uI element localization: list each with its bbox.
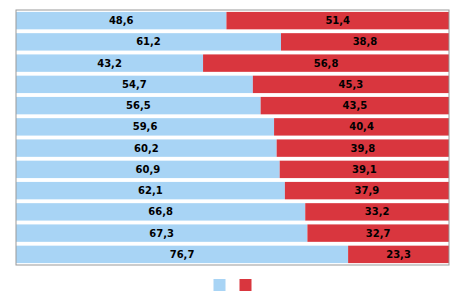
data-label: 39,1 — [352, 164, 377, 175]
bar-segment — [16, 97, 261, 114]
bar-segment — [261, 97, 449, 114]
data-label: 40,4 — [349, 121, 374, 132]
bar-segment — [285, 182, 449, 199]
legend — [214, 279, 252, 291]
data-label: 43,2 — [97, 58, 122, 69]
data-label: 56,5 — [126, 100, 151, 111]
data-label: 37,9 — [355, 185, 380, 196]
data-label: 23,3 — [386, 249, 411, 260]
plot-frame — [16, 10, 449, 265]
bar-segment — [16, 203, 305, 220]
chart-svg: 48,6 51,4 61,2 38,8 43,2 56,8 54,7 45,3 56,5 43,5… — [0, 0, 465, 301]
data-label: 39,8 — [350, 143, 375, 154]
data-labels: 48,6 51,4 61,2 38,8 43,2 56,8 54,7 45,3 56,5 43,5… — [97, 15, 411, 260]
bars — [16, 12, 449, 263]
data-label: 60,2 — [134, 143, 159, 154]
bar-segment — [16, 76, 253, 93]
data-label: 59,6 — [133, 121, 158, 132]
bar-segment — [280, 161, 449, 178]
bar-segment — [277, 139, 449, 156]
bar-segment — [274, 118, 449, 135]
data-label: 66,8 — [148, 206, 173, 217]
data-label: 45,3 — [339, 79, 364, 90]
bar-segment — [305, 203, 449, 220]
bar-segment — [307, 224, 449, 241]
data-label: 51,4 — [325, 15, 350, 26]
data-label: 38,8 — [353, 36, 378, 47]
data-label: 60,9 — [136, 164, 161, 175]
bar-segment — [203, 54, 449, 71]
data-label: 32,7 — [366, 228, 391, 239]
legend-swatch — [214, 279, 226, 291]
data-label: 56,8 — [314, 58, 339, 69]
data-label: 48,6 — [109, 15, 134, 26]
bar-segment — [16, 161, 280, 178]
bar-segment — [253, 76, 449, 93]
data-label: 33,2 — [365, 206, 390, 217]
data-label: 43,5 — [342, 100, 367, 111]
bar-segment — [16, 246, 348, 263]
bar-segment — [281, 33, 449, 50]
bar-segment — [16, 54, 203, 71]
bar-segment — [348, 246, 449, 263]
data-label: 61,2 — [136, 36, 161, 47]
bar-segment — [16, 33, 281, 50]
bar-segment — [16, 118, 274, 135]
bar-segment — [16, 182, 285, 199]
bar-segment — [16, 139, 277, 156]
data-label: 54,7 — [122, 79, 147, 90]
data-label: 76,7 — [170, 249, 195, 260]
chart-container: 48,6 51,4 61,2 38,8 43,2 56,8 54,7 45,3 56,5 43,5… — [0, 0, 465, 301]
data-label: 62,1 — [138, 185, 163, 196]
data-label: 67,3 — [149, 228, 174, 239]
bar-segment — [226, 12, 449, 29]
legend-swatch — [240, 279, 252, 291]
bar-segment — [16, 12, 226, 29]
bar-segment — [16, 224, 307, 241]
